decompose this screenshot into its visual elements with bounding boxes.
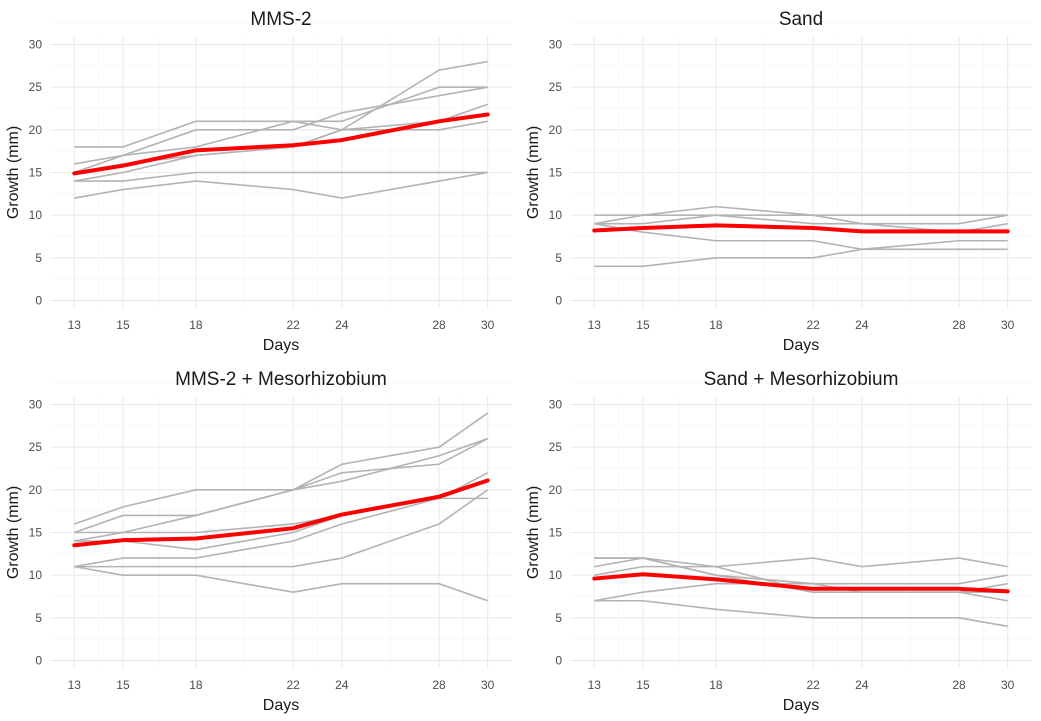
x-tick-label: 15 — [636, 678, 650, 692]
y-axis-title: Growth (mm) — [525, 126, 542, 219]
chart-title: MMS-2 + Mesorhizobium — [175, 369, 387, 390]
y-tick-label: 30 — [549, 398, 563, 412]
y-tick-label: 15 — [549, 166, 563, 180]
y-tick-label: 5 — [35, 251, 42, 265]
chart-title: Sand + Mesorhizobium — [704, 369, 899, 390]
x-tick-label: 15 — [116, 678, 130, 692]
y-tick-label: 20 — [549, 123, 563, 137]
y-axis-title: Growth (mm) — [5, 486, 22, 579]
mean-series-line — [72, 478, 490, 548]
x-tick-label: 24 — [335, 318, 349, 332]
chart-panel-4: 0 5 10 15 20 25 30 13 15 18 22 24 28 30 Sand + Mesorhi… — [525, 369, 1032, 714]
x-axis-title: Days — [263, 697, 299, 714]
replicate-series-line — [74, 437, 488, 534]
chart-panel-2: 0 5 10 15 20 25 30 13 15 18 22 24 28 30 Sand Days Growth… — [525, 9, 1032, 354]
y-tick-label: 5 — [555, 251, 562, 265]
x-tick-label: 18 — [189, 318, 203, 332]
replicate-series-line — [594, 557, 1008, 568]
x-tick-label: 13 — [588, 678, 602, 692]
chart-title: Sand — [779, 9, 823, 30]
y-tick-label: 25 — [29, 80, 43, 94]
replicate-series-line — [74, 60, 488, 148]
x-tick-label: 13 — [68, 318, 82, 332]
y-tick-label: 0 — [35, 293, 42, 307]
x-tick-label: 18 — [189, 678, 203, 692]
y-tick-label: 25 — [549, 80, 563, 94]
x-tick-label: 18 — [709, 678, 723, 692]
replicate-series-line — [594, 248, 1008, 268]
y-tick-label: 10 — [29, 568, 43, 582]
y-tick-label: 20 — [549, 483, 563, 497]
y-tick-label: 15 — [29, 166, 43, 180]
y-tick-label: 25 — [549, 440, 563, 454]
x-tick-label: 18 — [709, 318, 723, 332]
y-tick-label: 30 — [29, 38, 43, 52]
y-tick-label: 20 — [29, 123, 43, 137]
x-tick-label: 13 — [68, 678, 82, 692]
mean-series-line — [592, 223, 1010, 234]
x-tick-label: 28 — [952, 318, 966, 332]
y-tick-label: 15 — [549, 526, 563, 540]
x-axis-title: Days — [783, 337, 819, 354]
x-tick-label: 22 — [286, 318, 300, 332]
replicate-series-line — [594, 565, 1008, 594]
x-tick-label: 15 — [116, 318, 130, 332]
x-tick-label: 24 — [335, 678, 349, 692]
replicate-series-line — [74, 171, 488, 199]
chart-title: MMS-2 — [250, 9, 311, 30]
x-tick-label: 30 — [481, 678, 495, 692]
y-tick-label: 0 — [35, 653, 42, 667]
replicate-series-line — [74, 565, 488, 602]
y-tick-label: 15 — [29, 526, 43, 540]
replicate-series-line — [594, 205, 1008, 225]
x-tick-label: 13 — [588, 318, 602, 332]
x-tick-label: 30 — [1001, 318, 1015, 332]
y-tick-label: 0 — [555, 653, 562, 667]
x-tick-label: 22 — [286, 678, 300, 692]
x-tick-label: 30 — [481, 318, 495, 332]
x-tick-label: 28 — [432, 678, 446, 692]
y-axis-title: Growth (mm) — [525, 486, 542, 579]
x-tick-label: 22 — [806, 678, 820, 692]
x-tick-label: 24 — [855, 678, 869, 692]
chart-panel-3: 0 5 10 15 20 25 30 13 15 18 22 24 28 30 MMS-2 + Mesorh… — [5, 369, 512, 714]
x-tick-label: 30 — [1001, 678, 1015, 692]
x-axis-title: Days — [783, 697, 819, 714]
y-tick-label: 20 — [29, 483, 43, 497]
x-tick-label: 22 — [806, 318, 820, 332]
y-tick-label: 5 — [35, 611, 42, 625]
y-tick-label: 0 — [555, 293, 562, 307]
y-tick-label: 25 — [29, 440, 43, 454]
x-tick-label: 15 — [636, 318, 650, 332]
y-tick-label: 30 — [29, 398, 43, 412]
y-tick-label: 5 — [555, 611, 562, 625]
y-axis-title: Growth (mm) — [5, 126, 22, 219]
replicate-series-line — [74, 86, 488, 174]
mean-series-line — [72, 112, 490, 176]
y-tick-label: 30 — [549, 38, 563, 52]
y-tick-label: 10 — [549, 568, 563, 582]
replicate-series-line — [74, 489, 489, 568]
replicate-series-line — [74, 171, 488, 182]
y-tick-label: 10 — [29, 208, 43, 222]
chart-panel-1: 0 5 10 15 20 25 30 13 15 18 22 24 28 30 MMS-2 Days Growt… — [5, 9, 512, 354]
x-axis-title: Days — [263, 337, 299, 354]
replicate-series-line — [594, 599, 1008, 628]
x-tick-label: 24 — [855, 318, 869, 332]
replicate-series-line — [594, 222, 1008, 251]
mean-series-line — [592, 572, 1010, 594]
x-tick-label: 28 — [952, 678, 966, 692]
y-tick-label: 10 — [549, 208, 563, 222]
x-tick-label: 28 — [432, 318, 446, 332]
